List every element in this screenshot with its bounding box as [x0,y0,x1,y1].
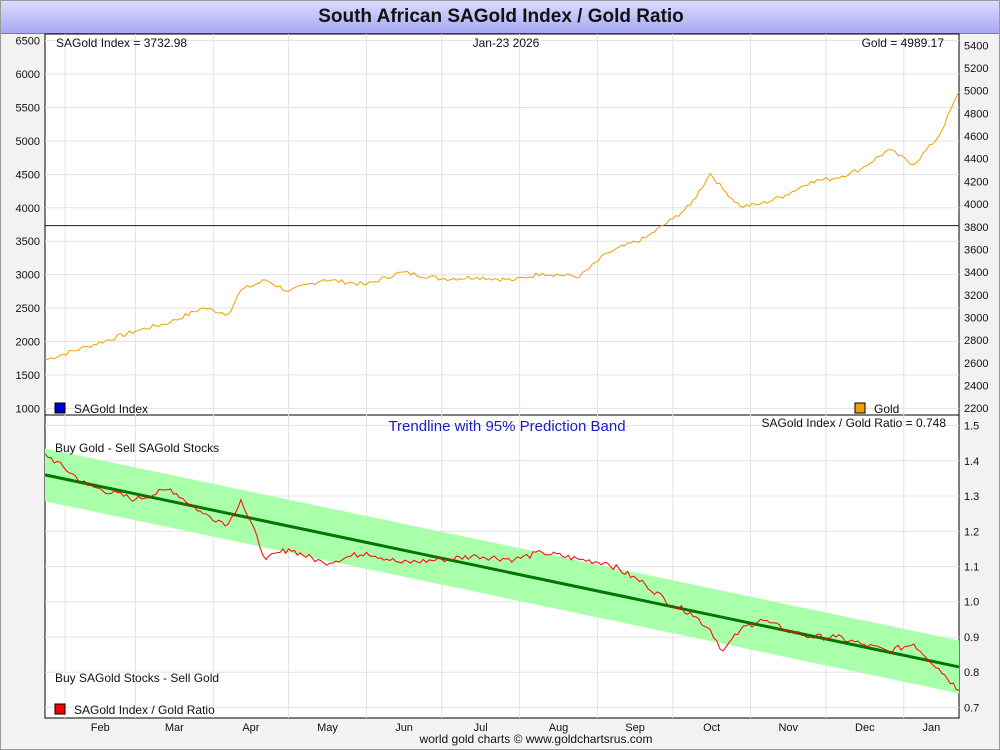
legend-swatch-ratio [54,703,66,715]
ratio-axis-tick: 0.7 [964,702,979,714]
right-axis-tick: 5000 [964,86,988,98]
right-axis-tick: 4600 [964,131,988,143]
ratio-axis-tick: 0.8 [964,667,979,679]
right-axis-tick: 2800 [964,335,988,347]
left-axis-tick: 3000 [16,270,40,282]
ratio-axis-tick: 1.4 [964,456,979,468]
x-tick-label: Aug [549,722,569,734]
lower-note: Buy SAGold Stocks - Sell Gold [55,671,219,685]
right-axis-tick: 4400 [964,154,988,166]
x-tick-label: Jun [395,722,413,734]
ratio-axis-tick: 0.9 [964,632,979,644]
series-layer [44,91,960,691]
x-tick-label: Dec [855,722,875,734]
left-axis-tick: 4500 [16,169,40,181]
legend-swatch-gold [854,402,866,414]
right-axis-tick: 4800 [964,108,988,120]
ratio-axis-tick: 1.1 [964,562,979,574]
left-axis-tick: 6500 [16,36,40,48]
x-tick-label: May [317,722,338,734]
x-tick-label: Mar [165,722,184,734]
left-axis-tick: 2500 [16,303,40,315]
left-axis-tick: 1500 [16,370,40,382]
left-axis-tick: 2000 [16,336,40,348]
left-axis-tick: 1000 [16,403,40,415]
x-tick-label: Feb [91,722,110,734]
x-tick-label: Nov [778,722,798,734]
x-tick-label: Jan [923,722,941,734]
right-axis-tick: 4200 [964,176,988,188]
right-axis-tick: 5200 [964,63,988,75]
legend-label-ratio: SAGold Index / Gold Ratio [74,703,215,717]
left-axis-tick: 6000 [16,69,40,81]
top-header-right: Gold = 4989.17 [862,36,945,50]
right-axis-tick: 2200 [964,403,988,415]
right-axis-tick: 2600 [964,358,988,370]
grid [45,34,959,718]
title-bar: South African SAGold Index / Gold Ratio [1,1,999,34]
right-axis-tick: 2400 [964,381,988,393]
left-axis-tick: 4000 [16,203,40,215]
ratio-axis-tick: 1.0 [964,597,979,609]
left-axis-tick: 3500 [16,236,40,248]
trendline [44,473,960,669]
top-header-date: Jan-23 2026 [473,36,540,50]
x-tick-label: Oct [703,722,720,734]
legend-label-gold: Gold [874,402,899,416]
axis-labels: Feb Mar Apr May Jun Jul Aug Sep Oct Nov Dec Jan 1000… [16,36,989,734]
legend-swatch-sagold [54,402,66,414]
footer-credit: world gold charts © www.goldchartsrus.co… [419,732,653,746]
x-tick-label: Jul [474,722,488,734]
legend-label-sagold: SAGold Index [74,402,148,416]
left-axis-tick: 5500 [16,103,40,115]
ratio-line [44,453,960,691]
right-axis-tick: 3200 [964,290,988,302]
gold-price-line [44,91,960,361]
upper-note: Buy Gold - Sell SAGold Stocks [55,441,219,455]
right-axis-tick: 4000 [964,199,988,211]
band-title: Trendline with 95% Prediction Band [388,418,625,435]
right-axis-tick: 3600 [964,244,988,256]
left-axis-tick: 5000 [16,136,40,148]
top-plot-area [44,33,960,416]
right-axis-tick: 5400 [964,40,988,52]
x-tick-label: Sep [625,722,645,734]
x-tick-label: Apr [242,722,259,734]
right-axis-tick: 3800 [964,222,988,234]
right-axis-tick: 3000 [964,312,988,324]
ratio-axis-tick: 1.5 [964,421,979,433]
top-header-left: SAGold Index = 3732.98 [56,36,187,50]
ratio-axis-tick: 1.2 [964,526,979,538]
ratio-axis-tick: 1.3 [964,491,979,503]
ratio-readout: SAGold Index / Gold Ratio = 0.748 [762,416,947,430]
page-title: South African SAGold Index / Gold Ratio [318,6,684,27]
right-axis-tick: 3400 [964,267,988,279]
